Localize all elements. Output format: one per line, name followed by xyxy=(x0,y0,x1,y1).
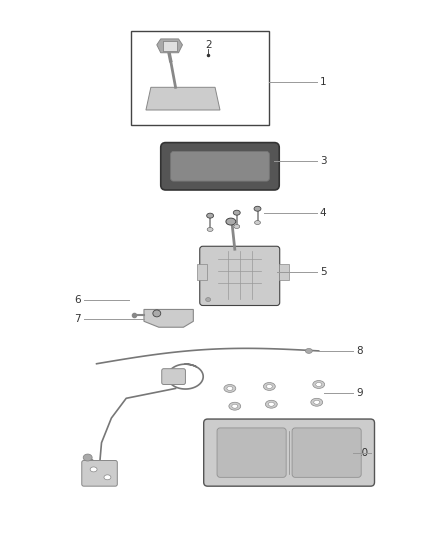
Ellipse shape xyxy=(153,310,161,317)
Bar xyxy=(197,264,207,280)
Text: 3: 3 xyxy=(320,156,326,166)
Bar xyxy=(163,41,177,51)
FancyBboxPatch shape xyxy=(204,419,374,486)
Ellipse shape xyxy=(305,349,312,353)
Polygon shape xyxy=(157,39,183,53)
Polygon shape xyxy=(146,87,220,110)
Ellipse shape xyxy=(311,398,323,406)
Ellipse shape xyxy=(227,386,233,390)
FancyBboxPatch shape xyxy=(161,143,279,190)
Ellipse shape xyxy=(254,221,261,224)
Ellipse shape xyxy=(265,400,277,408)
Ellipse shape xyxy=(224,384,236,392)
Ellipse shape xyxy=(254,206,261,211)
Ellipse shape xyxy=(207,228,213,231)
Ellipse shape xyxy=(226,218,236,225)
Text: 4: 4 xyxy=(320,208,326,217)
Ellipse shape xyxy=(229,402,241,410)
Ellipse shape xyxy=(234,224,240,229)
FancyBboxPatch shape xyxy=(200,246,280,305)
Text: 10: 10 xyxy=(356,448,369,458)
Ellipse shape xyxy=(232,404,238,408)
Ellipse shape xyxy=(266,384,272,389)
Polygon shape xyxy=(144,310,193,327)
Bar xyxy=(279,264,289,280)
Text: 8: 8 xyxy=(356,346,363,356)
Text: 2: 2 xyxy=(205,40,212,50)
Ellipse shape xyxy=(206,297,211,302)
Ellipse shape xyxy=(104,475,111,480)
FancyBboxPatch shape xyxy=(82,461,117,486)
Ellipse shape xyxy=(263,383,275,390)
Bar xyxy=(131,31,269,125)
Ellipse shape xyxy=(313,381,325,389)
Ellipse shape xyxy=(314,400,320,404)
Ellipse shape xyxy=(207,213,214,218)
Text: 6: 6 xyxy=(74,295,81,304)
FancyBboxPatch shape xyxy=(217,428,286,477)
Ellipse shape xyxy=(268,402,274,406)
Text: 9: 9 xyxy=(356,389,363,398)
Text: 7: 7 xyxy=(74,314,81,324)
FancyBboxPatch shape xyxy=(162,369,185,384)
Ellipse shape xyxy=(233,210,240,215)
Text: 5: 5 xyxy=(320,267,326,277)
FancyBboxPatch shape xyxy=(171,151,269,181)
FancyBboxPatch shape xyxy=(292,428,361,477)
Ellipse shape xyxy=(316,383,321,386)
Ellipse shape xyxy=(90,467,97,472)
Text: 1: 1 xyxy=(320,77,326,87)
Ellipse shape xyxy=(83,454,92,461)
